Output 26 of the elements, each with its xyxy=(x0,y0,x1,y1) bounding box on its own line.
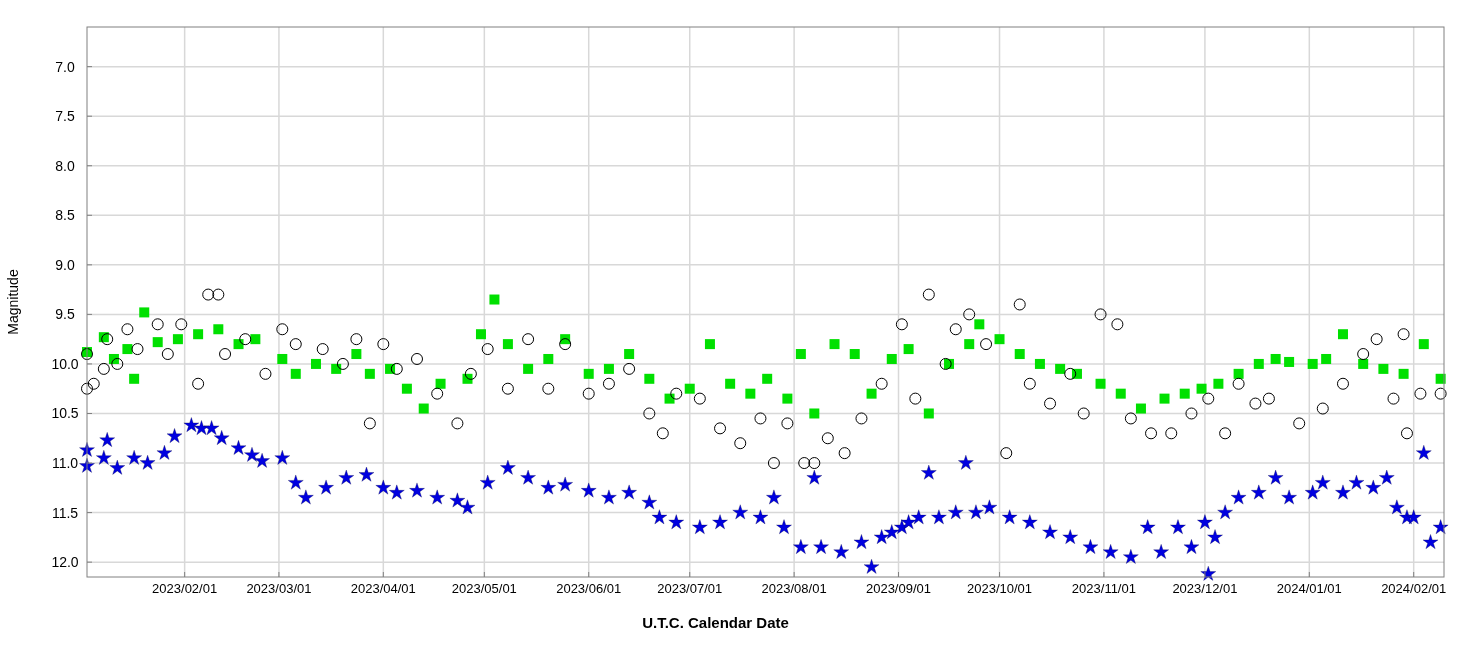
y-tick-label: 10.5 xyxy=(51,405,79,422)
y-tick-label: 11.0 xyxy=(51,455,79,472)
x-tick-label: 2023/04/01 xyxy=(350,581,416,596)
x-tick-label: 2023/07/01 xyxy=(657,581,723,596)
y-tick-label: 12.0 xyxy=(51,554,79,571)
y-tick-label: 9.5 xyxy=(55,306,75,323)
x-tick-label: 2023/09/01 xyxy=(865,581,932,596)
x-tick-label: 2024/01/01 xyxy=(1276,581,1342,596)
x-tick-label: 2023/03/01 xyxy=(246,581,312,596)
y-tick-label: 11.5 xyxy=(51,504,79,521)
y-tick-label: 8.5 xyxy=(55,207,75,224)
y-tick-label: 10.0 xyxy=(51,355,79,372)
x-axis-title: U.T.C. Calendar Date xyxy=(642,614,789,631)
y-axis-title: Magnitude xyxy=(5,269,21,335)
y-tick-label: 8.0 xyxy=(55,157,75,174)
x-tick-label: 2023/05/01 xyxy=(451,581,517,596)
x-tick-label: 2023/11/01 xyxy=(1071,581,1136,596)
x-tick-label: 2024/02/01 xyxy=(1381,581,1447,596)
x-tick-label: 2023/06/01 xyxy=(556,581,622,596)
y-tick-label: 9.0 xyxy=(55,256,75,273)
x-tick-label: 2023/12/01 xyxy=(1172,581,1238,596)
x-tick-label: 2023/10/01 xyxy=(966,581,1033,596)
x-tick-label: 2023/02/01 xyxy=(152,581,218,596)
y-tick-label: 7.5 xyxy=(55,108,75,125)
x-tick-label: 2023/08/01 xyxy=(761,581,827,596)
y-tick-label: 7.0 xyxy=(55,58,75,75)
